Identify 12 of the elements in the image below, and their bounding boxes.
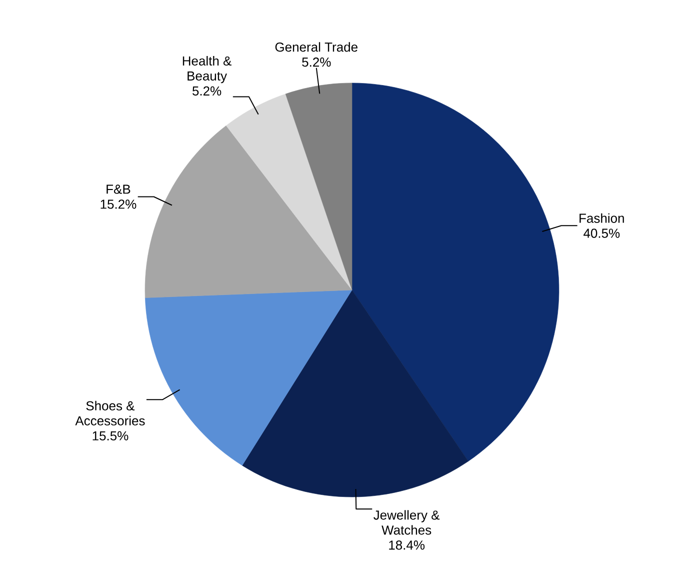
slice-label: Shoes & Accessories <box>75 400 145 426</box>
slice-label: Fashion <box>580 213 624 223</box>
slice-label: Jewellery & Watches <box>374 510 440 535</box>
data-label: 40.5% <box>584 228 620 238</box>
slice-label: F&B <box>106 184 130 194</box>
data-label: 5.2% <box>302 58 331 67</box>
slice-label: General Trade <box>275 42 358 52</box>
slice-label: Health & Beauty <box>182 56 232 84</box>
data-label: 15.2% <box>100 200 136 209</box>
data-label: 18.4% <box>389 540 425 550</box>
data-label: 15.5% <box>92 431 128 440</box>
data-label: 5.2% <box>192 86 222 96</box>
